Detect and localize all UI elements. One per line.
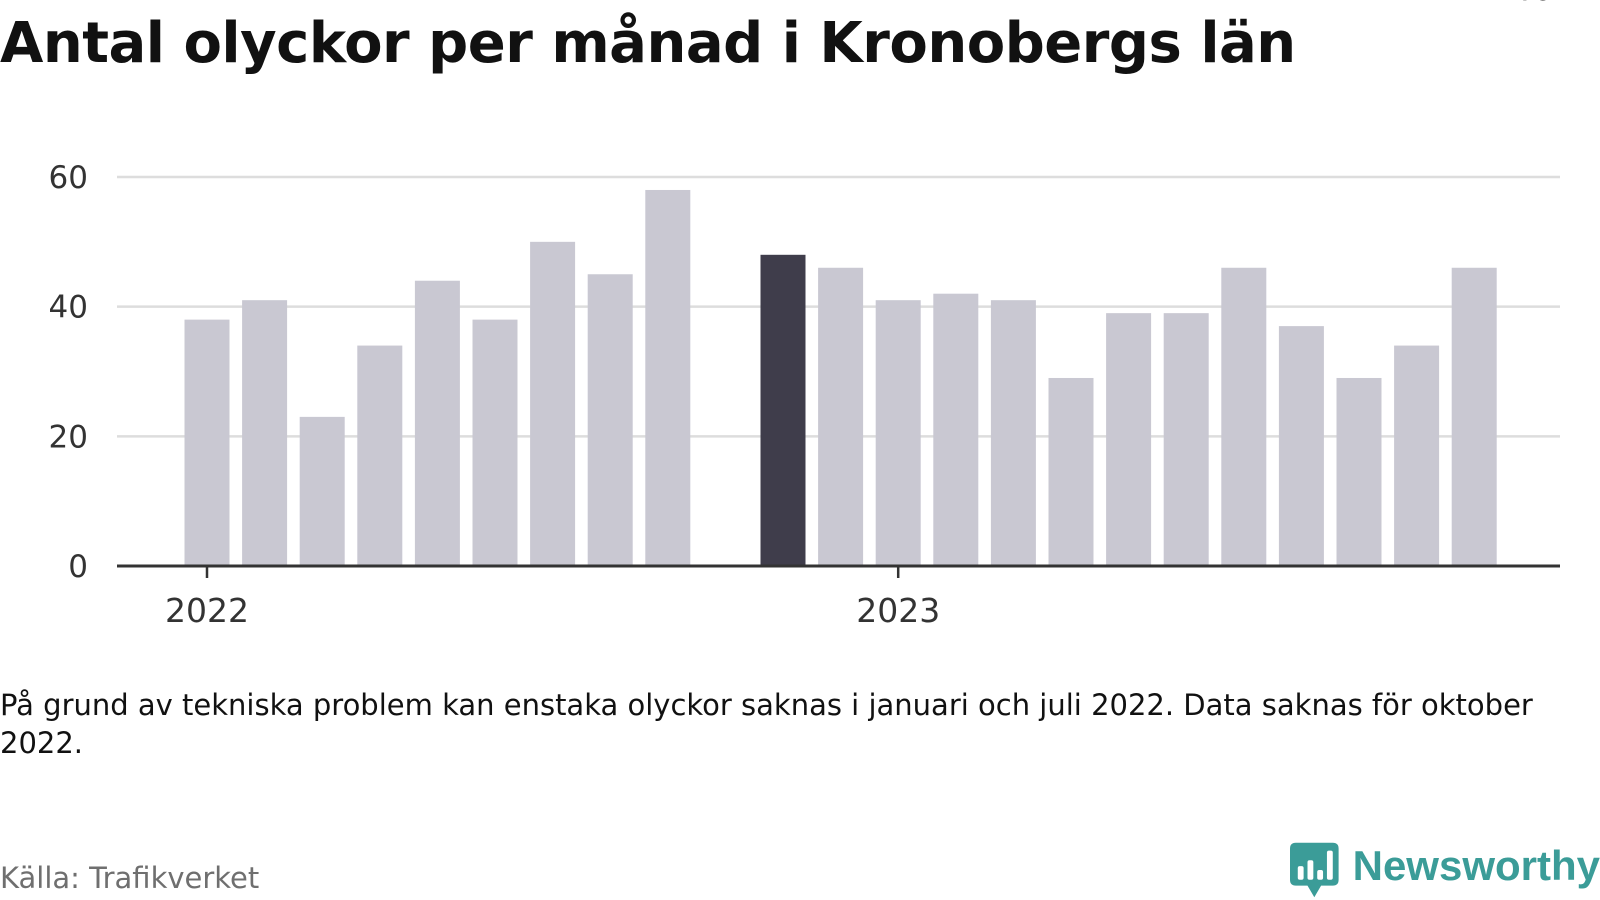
bar xyxy=(990,300,1036,566)
bar xyxy=(1163,313,1209,566)
y-tick-label: 60 xyxy=(49,160,88,196)
newsworthy-logo-icon xyxy=(1290,842,1339,898)
bar xyxy=(1048,377,1094,566)
bar xyxy=(1336,377,1382,566)
source-credit: Källa: Trafikverket xyxy=(0,861,260,895)
chart-note: På grund av tekniska problem kan enstaka… xyxy=(0,688,1533,760)
bar xyxy=(818,267,864,566)
bar xyxy=(1451,267,1497,566)
data-label: 46 xyxy=(1511,0,1553,8)
bar xyxy=(299,416,345,566)
bar xyxy=(760,254,806,567)
brand-name: Newsworthy xyxy=(1352,842,1600,889)
y-tick-label: 20 xyxy=(49,419,88,455)
bar xyxy=(1106,313,1152,566)
x-tick-label: 2022 xyxy=(165,591,249,630)
bars xyxy=(184,189,1497,567)
bar xyxy=(184,319,230,566)
y-tick-label: 40 xyxy=(49,290,88,326)
bar xyxy=(242,300,288,566)
y-tick-label: 0 xyxy=(68,549,88,585)
x-axis xyxy=(117,564,1560,578)
labels: 0 20 40 60 2022 2023 46 xyxy=(49,0,1553,630)
bar xyxy=(645,189,691,566)
newsworthy-brand: Newsworthy xyxy=(1290,842,1600,900)
bar xyxy=(875,300,921,566)
bar xyxy=(472,319,518,566)
bar xyxy=(357,345,403,566)
bar xyxy=(1221,267,1267,566)
bar xyxy=(1394,345,1440,566)
bar xyxy=(414,280,460,566)
bar xyxy=(530,241,576,567)
bar xyxy=(1278,326,1324,566)
bar xyxy=(587,274,633,566)
chart-title: Antal olyckor per månad i Kronobergs län xyxy=(0,11,1296,76)
x-tick-label: 2023 xyxy=(856,591,940,630)
bar xyxy=(933,293,979,566)
